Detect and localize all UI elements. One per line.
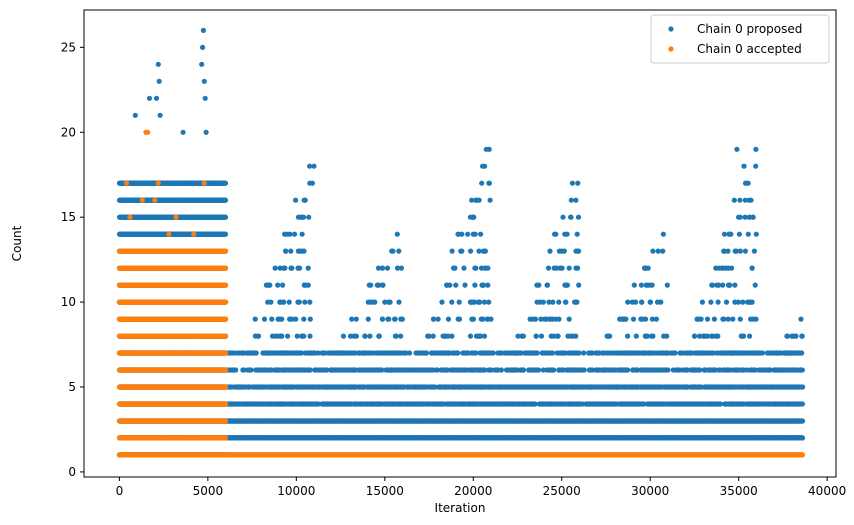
proposed-point bbox=[222, 231, 229, 237]
plot-points bbox=[116, 27, 806, 458]
